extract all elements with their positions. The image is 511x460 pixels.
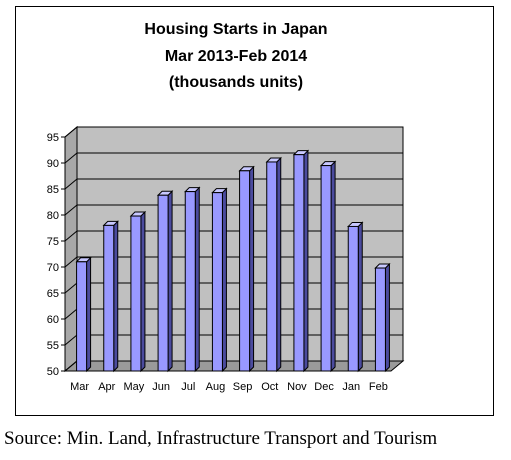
x-tick-label: Feb — [369, 381, 388, 393]
bar-front — [130, 215, 142, 372]
bar-side — [303, 149, 309, 373]
y-tick-label: 65 — [47, 288, 59, 300]
y-tick-label: 70 — [47, 262, 59, 274]
bar-side — [113, 220, 119, 373]
bar — [184, 186, 201, 373]
bar-side — [384, 262, 390, 373]
bar-front — [266, 161, 278, 372]
bar — [156, 190, 174, 373]
y-tick-label: 60 — [47, 314, 59, 326]
y-tick-label: 90 — [47, 158, 59, 170]
plot-area: 50 55 60 65 70 75 80 85 90 95 Mar Apr May Jun Jul Aug Se… — [47, 125, 405, 393]
y-tick-label: 50 — [47, 366, 59, 378]
x-tick-label: Sep — [233, 381, 253, 393]
bar-side — [140, 210, 146, 373]
bar-side — [357, 221, 363, 373]
y-tick-label: 95 — [47, 132, 59, 144]
y-tick-label: 80 — [47, 210, 59, 222]
bar-front — [374, 267, 386, 372]
x-tick-label: Jul — [181, 381, 195, 393]
chart-title-line: Housing Starts in Japan — [144, 21, 327, 38]
bar — [129, 210, 147, 373]
side-wall — [64, 125, 78, 373]
bar-front — [76, 261, 88, 372]
x-tick-label: Aug — [206, 381, 226, 393]
bar-side — [221, 187, 227, 373]
bar-side — [194, 186, 200, 373]
bar-front — [347, 225, 359, 372]
x-tick-label: Jun — [152, 381, 170, 393]
bar-front — [239, 170, 251, 372]
chart-title-line: Mar 2013-Feb 2014 — [165, 48, 307, 65]
y-tick-label: 55 — [47, 340, 59, 352]
bar-front — [103, 224, 115, 372]
gridline — [64, 126, 403, 138]
x-tick-label: May — [124, 381, 145, 393]
bar — [319, 160, 337, 373]
chart-title: Housing Starts in Japan Mar 2013-Feb 2014… — [144, 21, 327, 91]
bar-side — [167, 190, 173, 373]
bar-front — [157, 194, 169, 372]
bar-front — [211, 192, 223, 372]
bar-side — [249, 165, 255, 373]
bar — [75, 256, 92, 373]
y-tick-label: 75 — [47, 236, 59, 248]
bar-chart: Housing Starts in Japan Mar 2013-Feb 2014… — [47, 21, 405, 393]
bar — [347, 221, 364, 373]
chart-title-line: (thousands units) — [169, 74, 303, 91]
gridline — [64, 152, 403, 164]
x-tick-label: Nov — [287, 381, 307, 393]
bar-front — [320, 165, 332, 372]
bar-side — [330, 160, 336, 373]
x-tick-label: Dec — [314, 381, 334, 393]
bar-front — [293, 154, 305, 372]
bar — [292, 149, 310, 373]
x-tick-label: Jan — [342, 381, 360, 393]
bar — [238, 165, 255, 373]
x-tick-label: Mar — [70, 381, 89, 393]
bar — [374, 262, 391, 373]
x-tick-label: Oct — [261, 381, 278, 393]
bar-side — [86, 256, 92, 373]
y-tick-label: 85 — [47, 184, 59, 196]
bar-side — [276, 156, 282, 373]
x-tick-label: Apr — [98, 381, 115, 393]
bar-front — [184, 191, 196, 372]
bar — [265, 156, 282, 373]
bar — [102, 220, 119, 373]
bar — [211, 187, 228, 373]
source-note: Source: Min. Land, Infrastructure Transp… — [4, 428, 438, 449]
